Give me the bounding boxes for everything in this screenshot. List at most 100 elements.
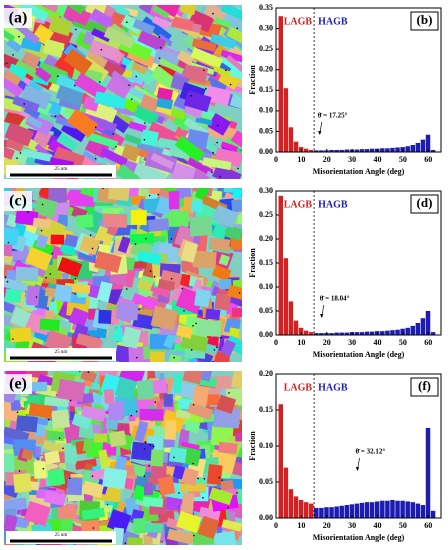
defect: [173, 456, 175, 459]
grain: [62, 5, 86, 15]
defect: [205, 87, 207, 90]
grain: [82, 437, 94, 453]
defect: [89, 234, 92, 237]
bar: [309, 149, 314, 152]
defect: [75, 28, 77, 31]
bar: [425, 134, 431, 152]
grain: [216, 394, 237, 414]
grain: [39, 318, 60, 331]
bar: [278, 16, 284, 152]
grain: [12, 95, 40, 113]
bar: [319, 333, 324, 335]
grain: [57, 256, 83, 278]
defect: [7, 241, 10, 244]
grain: [15, 415, 38, 433]
bar: [430, 332, 436, 335]
defect: [135, 410, 138, 413]
grain: [86, 132, 119, 149]
grain: [6, 213, 19, 228]
grain: [186, 157, 214, 176]
bar: [395, 329, 400, 335]
grain: [75, 440, 87, 455]
grain: [105, 417, 119, 431]
grain: [207, 113, 232, 136]
bar: [359, 502, 365, 518]
bar: [420, 505, 426, 518]
grain: [166, 528, 195, 545]
defect: [12, 54, 14, 56]
bar: [385, 148, 390, 152]
grain: [41, 5, 59, 13]
grain: [214, 292, 232, 311]
grain: [157, 476, 176, 496]
grain: [123, 477, 134, 490]
x-tick-label: 20: [323, 338, 331, 347]
grain: [230, 130, 242, 149]
bar: [390, 147, 395, 152]
grain: [91, 28, 112, 43]
y-tick-label: 0.05: [259, 477, 273, 486]
grain: [143, 534, 154, 545]
grain: [106, 509, 132, 534]
grain: [218, 70, 241, 91]
grain: [180, 241, 199, 264]
bar: [420, 318, 426, 335]
grain: [49, 114, 78, 129]
panel-label: (a): [9, 10, 28, 27]
bar: [405, 501, 410, 518]
grain: [53, 146, 86, 169]
defect: [5, 62, 8, 65]
bar: [390, 330, 395, 335]
defect: [100, 48, 103, 51]
grain: [174, 135, 205, 163]
grain: [202, 157, 232, 171]
defect: [145, 237, 147, 240]
bar: [349, 504, 355, 518]
defect: [178, 492, 180, 494]
grain: [197, 515, 220, 539]
bar: [324, 507, 329, 518]
defect: [190, 349, 193, 351]
grain: [227, 284, 242, 302]
defect: [216, 124, 219, 127]
bar: [288, 489, 294, 518]
hagb-label: HAGB: [318, 199, 348, 210]
grain: [55, 73, 87, 98]
bar: [298, 327, 304, 335]
defect: [115, 145, 117, 148]
grain: [151, 5, 170, 19]
grain: [219, 278, 232, 290]
ebsd-map: [4, 5, 242, 179]
grain: [20, 85, 52, 110]
grain: [130, 209, 147, 226]
bar: [385, 500, 390, 518]
grain: [4, 497, 28, 513]
defect: [170, 277, 173, 280]
grain: [155, 196, 174, 216]
grain: [54, 284, 73, 302]
defect: [54, 115, 57, 118]
grain: [150, 152, 175, 170]
defect: [153, 275, 156, 278]
grain: [226, 26, 242, 44]
grain: [131, 61, 148, 75]
grain: [189, 215, 213, 237]
defect: [216, 141, 218, 144]
defect: [144, 441, 147, 443]
grain: [134, 420, 149, 443]
defect: [143, 448, 146, 450]
grain: [13, 473, 32, 493]
grain: [57, 504, 77, 520]
defect: [16, 157, 18, 159]
grain: [133, 518, 147, 534]
grain: [168, 354, 182, 362]
arrow-head: [319, 314, 324, 318]
bar: [410, 502, 416, 518]
x-tick-label: 20: [323, 155, 331, 164]
defect: [79, 371, 81, 372]
grain: [131, 441, 155, 462]
bar: [364, 331, 370, 335]
grain: [163, 210, 189, 227]
bar: [334, 506, 339, 518]
grain: [4, 240, 14, 257]
